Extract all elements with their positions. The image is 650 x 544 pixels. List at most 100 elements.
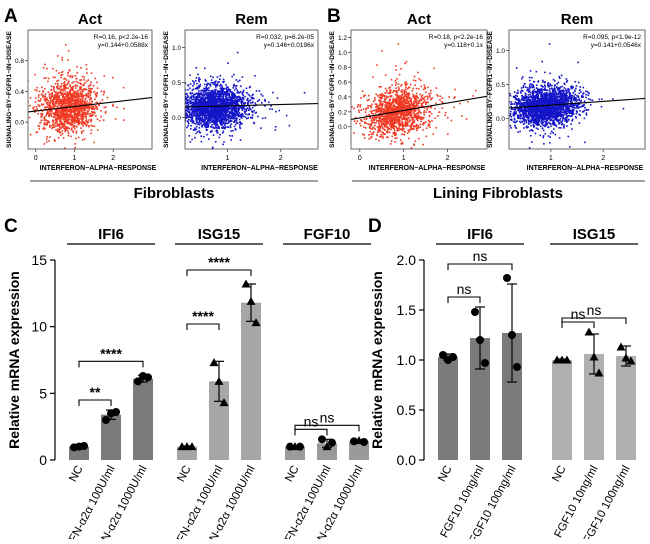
scatter-point <box>275 129 277 131</box>
scatter-point <box>233 118 235 120</box>
scatter-point <box>231 135 233 137</box>
scatter-point <box>403 117 405 119</box>
scatter-point <box>196 83 198 85</box>
scatter-point <box>199 100 201 102</box>
scatter-point <box>191 116 193 118</box>
scatter-point <box>54 123 56 125</box>
scatter-point <box>376 103 378 105</box>
scatter-point <box>403 108 405 110</box>
scatter-point <box>73 110 75 112</box>
scatter-point <box>80 127 82 129</box>
scatter-point <box>426 101 428 103</box>
scatter-point <box>70 75 72 77</box>
scatter-point <box>24 126 26 128</box>
scatter-point <box>103 119 105 121</box>
scatter-point <box>82 100 84 102</box>
scatter-point <box>182 94 184 96</box>
scatter-point <box>396 137 398 139</box>
scatter-point <box>195 113 197 115</box>
scatter-point <box>29 117 31 119</box>
scatter-point <box>225 84 227 86</box>
scatter-point <box>372 117 374 119</box>
scatter-point <box>57 55 59 57</box>
scatter-point <box>75 114 77 116</box>
scatter-point <box>74 128 76 130</box>
scatter-point <box>386 119 388 121</box>
scatter-point <box>86 81 88 83</box>
scatter-point <box>43 104 45 106</box>
scatter-point <box>373 122 375 124</box>
scatter-point <box>72 3 74 5</box>
scatter-point <box>416 127 418 129</box>
scatter-point <box>239 92 241 94</box>
scatter-point <box>371 104 373 106</box>
scatter-point <box>375 139 377 141</box>
scatter-point <box>220 101 222 103</box>
scatter-point <box>431 113 433 115</box>
scatter-point <box>208 98 210 100</box>
scatter-point <box>359 123 361 125</box>
scatter-point <box>255 112 257 114</box>
scatter-point <box>222 87 224 89</box>
scatter-point <box>218 114 220 116</box>
scatter-point <box>238 106 240 108</box>
scatter-point <box>189 87 191 89</box>
scatter-point <box>60 126 62 128</box>
scatter-point <box>57 93 59 95</box>
scatter-point <box>209 92 211 94</box>
scatter-point <box>380 86 382 88</box>
scatter-point <box>260 94 262 96</box>
scatter-point <box>372 110 374 112</box>
scatter-point <box>208 138 210 140</box>
scatter-point <box>394 119 396 121</box>
scatter-point <box>252 112 254 114</box>
scatter-point <box>396 107 398 109</box>
scatter-point <box>368 95 370 97</box>
scatter-point <box>88 85 90 87</box>
scatter-point <box>454 89 456 91</box>
scatter-point <box>52 103 54 105</box>
scatter-point <box>217 84 219 86</box>
scatter-point <box>51 85 53 87</box>
scatter-point <box>221 85 223 87</box>
scatter-point <box>472 95 474 97</box>
scatter-point <box>428 93 430 95</box>
scatter-point <box>219 162 221 164</box>
scatter-point <box>415 96 417 98</box>
scatter-point <box>208 114 210 116</box>
scatter-point <box>403 134 405 136</box>
scatter-point <box>249 100 251 102</box>
scatter-point <box>72 95 74 97</box>
scatter-point <box>219 95 221 97</box>
scatter-point <box>189 74 191 76</box>
scatter-point <box>188 119 190 121</box>
scatter-point <box>70 122 72 124</box>
scatter-point <box>422 157 424 159</box>
scatter-point <box>88 119 90 121</box>
scatter-point <box>367 100 369 102</box>
scatter-point <box>200 96 202 98</box>
scatter-point <box>242 97 244 99</box>
scatter-point <box>77 99 79 101</box>
scatter-point <box>403 97 405 99</box>
scatter-point <box>86 93 88 95</box>
scatter-point <box>86 68 88 70</box>
scatter-point <box>201 125 203 127</box>
scatter-point <box>397 97 399 99</box>
scatter-point <box>92 125 94 127</box>
scatter-point <box>210 126 212 128</box>
scatter-point <box>46 106 48 108</box>
scatter-point <box>210 116 212 118</box>
scatter-point <box>231 120 233 122</box>
scatter-point <box>246 88 248 90</box>
scatter-point <box>63 123 65 125</box>
scatter-point <box>187 84 189 86</box>
scatter-point <box>387 127 389 129</box>
scatter-point <box>62 130 64 132</box>
scatter-point <box>73 93 75 95</box>
y-tick-label: 1.0 <box>172 45 181 52</box>
scatter-point <box>213 117 215 119</box>
scatter-point <box>187 125 189 127</box>
scatter-point <box>220 117 222 119</box>
